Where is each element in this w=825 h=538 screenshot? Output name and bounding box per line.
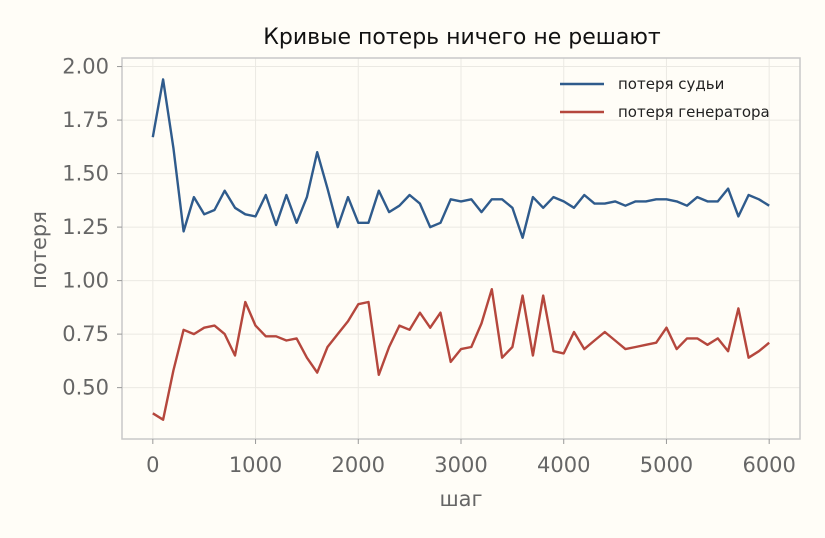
y-tick-label: 2.00 <box>62 55 109 79</box>
y-tick-label: 0.50 <box>62 376 109 400</box>
x-axis-label: шаг <box>439 487 482 511</box>
legend-label-1: потеря генератора <box>618 103 770 121</box>
x-tick-label: 6000 <box>742 453 795 477</box>
y-tick-label: 1.75 <box>62 108 109 132</box>
y-tick-label: 0.75 <box>62 322 109 346</box>
chart-title: Кривые потерь ничего не решают <box>263 25 661 50</box>
series-line-0 <box>151 78 770 240</box>
y-tick-label: 1.25 <box>62 215 109 239</box>
series-line-1 <box>152 288 770 421</box>
x-tick-label: 3000 <box>434 453 487 477</box>
x-axis: 0 1000 2000 3000 4000 5000 6000 <box>146 439 796 477</box>
x-tick-label: 5000 <box>640 453 693 477</box>
grid <box>122 58 800 439</box>
x-tick-label: 0 <box>146 453 159 477</box>
x-tick-label: 4000 <box>537 453 590 477</box>
legend-label-0: потеря судьи <box>618 75 724 93</box>
y-tick-label: 1.50 <box>62 162 109 186</box>
y-axis: 0.50 0.75 1.00 1.25 1.50 1.75 2.00 <box>62 55 122 400</box>
series-layer <box>151 78 770 421</box>
legend: потеря судьи потеря генератора <box>560 75 770 121</box>
y-axis-label: потеря <box>27 211 51 289</box>
x-tick-label: 2000 <box>332 453 385 477</box>
y-tick-label: 1.00 <box>62 269 109 293</box>
x-tick-label: 1000 <box>229 453 282 477</box>
